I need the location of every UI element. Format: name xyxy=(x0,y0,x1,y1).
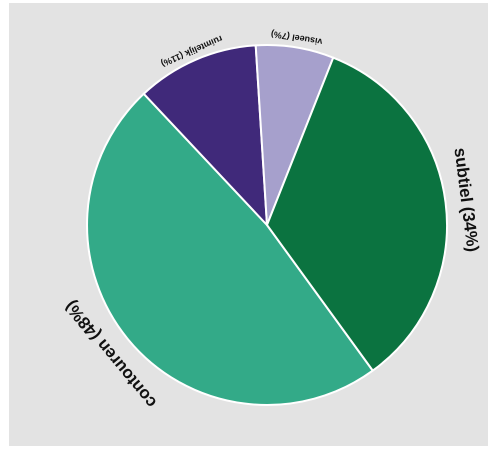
pie-slice-contouren xyxy=(86,92,374,406)
pie-slice-ruimtelijk xyxy=(142,44,268,226)
pie-slice-subtiel xyxy=(266,56,448,372)
pie-slices xyxy=(86,44,448,406)
pie-label-subtiel: subtiel (34%) xyxy=(450,147,482,253)
pie-label-visueel: visueel (7%) xyxy=(270,29,323,47)
